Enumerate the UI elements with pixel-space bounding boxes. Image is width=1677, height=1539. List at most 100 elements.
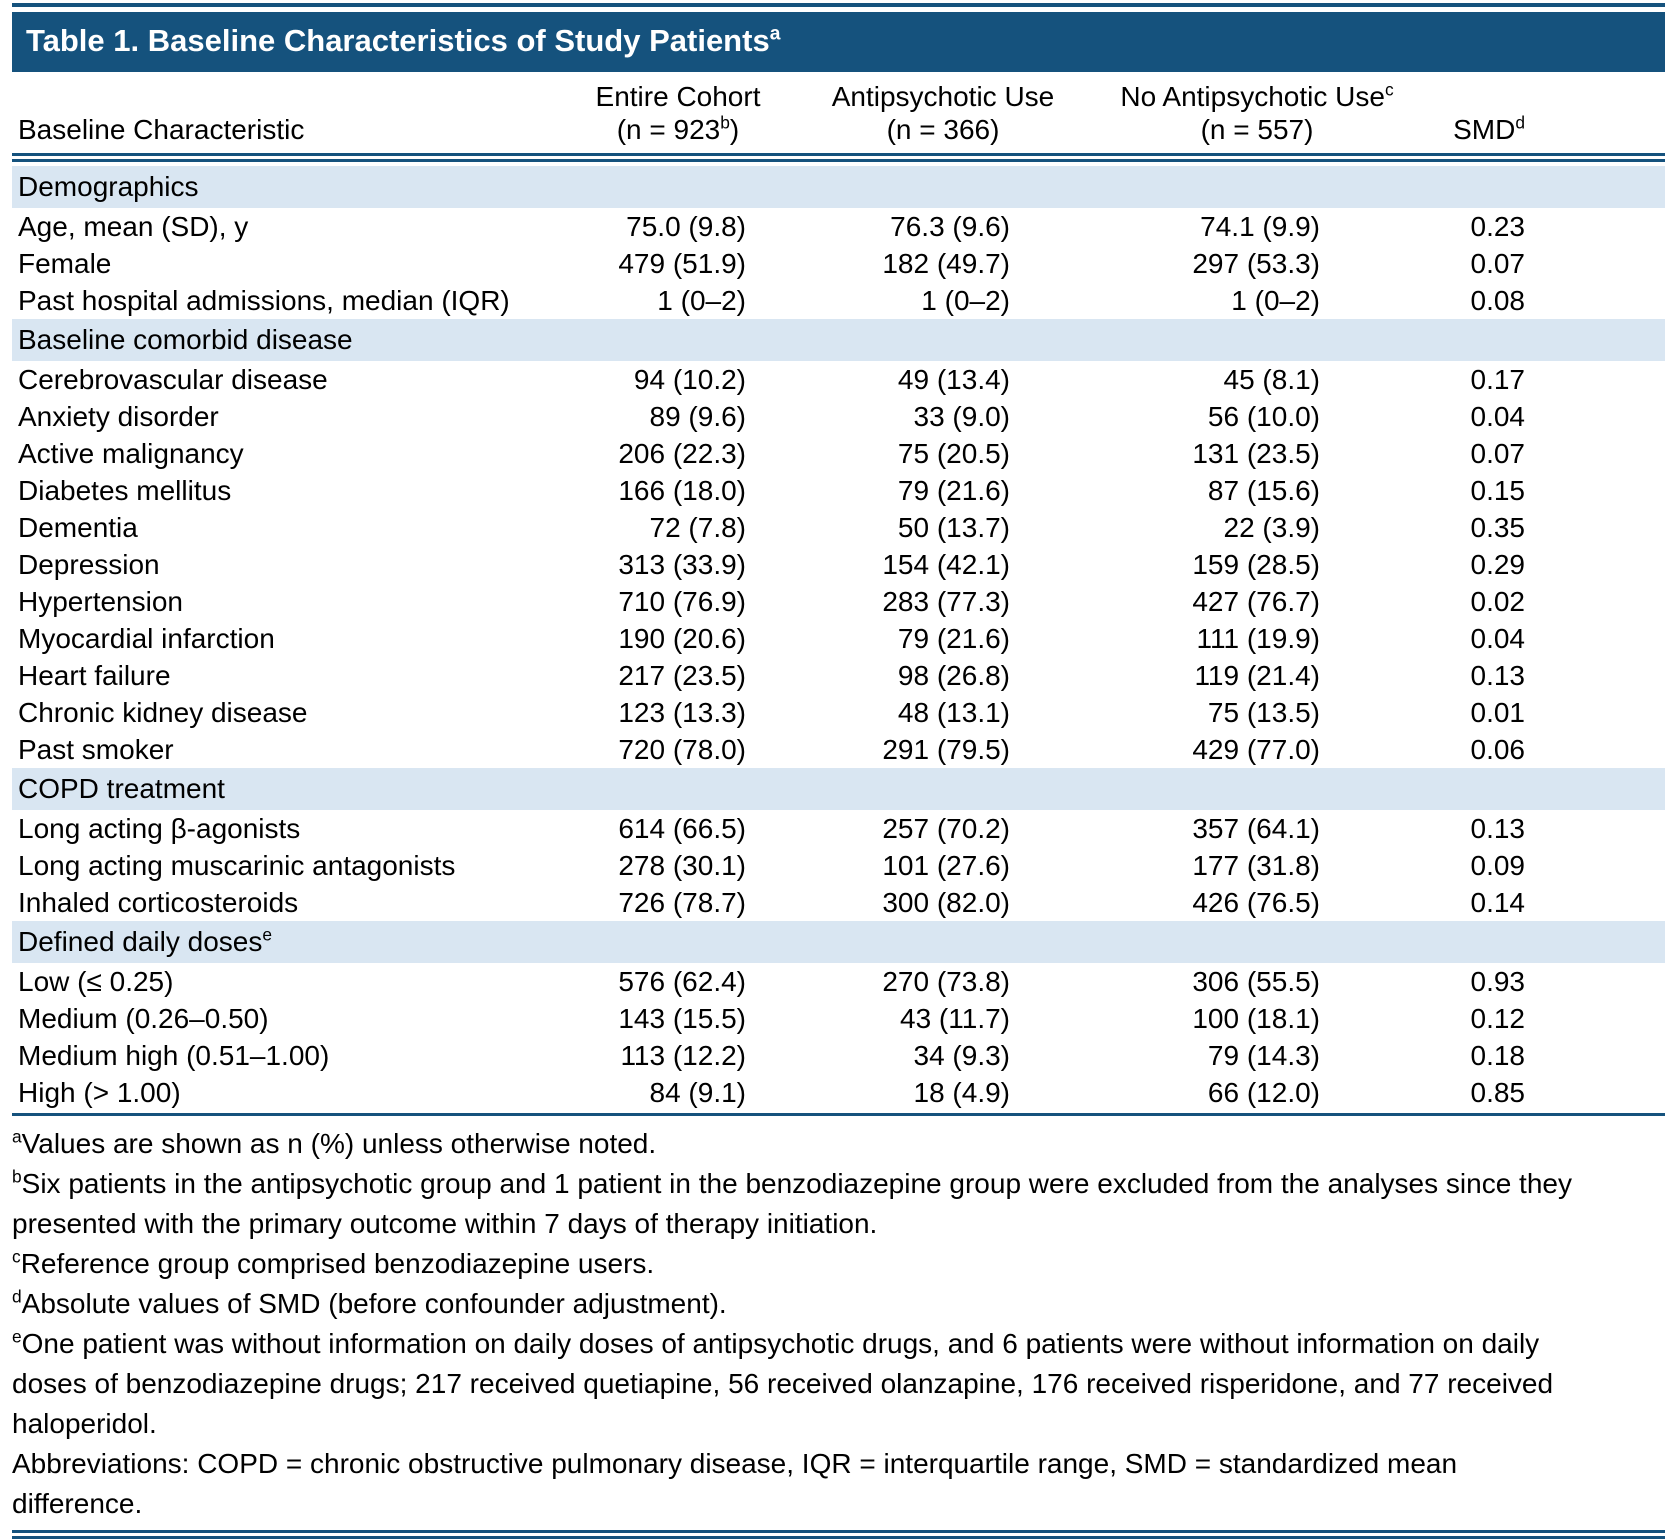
header-divider-double-rule — [12, 153, 1665, 162]
col-header-text: No Antipsychotic Use — [1120, 81, 1385, 112]
smd-cell: 0.02 — [1470, 586, 1526, 617]
table-row: Female 479 (51.9) 182 (49.7) 297 (53.3) 0.07 — [12, 245, 1665, 282]
smd-cell: 0.04 — [1470, 401, 1526, 432]
section-header-demographics: Demographics — [12, 166, 1665, 208]
entire-cohort-cell: 143 (15.5) — [618, 1003, 746, 1034]
table-row: Heart failure 217 (23.5) 98 (26.8) 119 (21.… — [12, 657, 1665, 694]
no-antipsychotic-use-cell: 297 (53.3) — [1192, 248, 1320, 279]
no-antipsychotic-use-cell: 177 (31.8) — [1192, 850, 1320, 881]
entire-cohort-cell: 72 (7.8) — [649, 512, 747, 543]
footnote-abbreviations: Abbreviations: COPD = chronic obstructiv… — [12, 1444, 1572, 1524]
column-header-row: Baseline Characteristic Entire Cohort (n… — [12, 72, 1665, 153]
col-header-line1: Antipsychotic Use — [832, 80, 1055, 113]
footnote-marker: d — [12, 1286, 22, 1307]
row-label: Active malignancy — [18, 438, 244, 469]
smd-cell: 0.35 — [1470, 512, 1526, 543]
superscript-marker: d — [1515, 112, 1525, 133]
table-row: Cerebrovascular disease 94 (10.2) 49 (13.4… — [12, 361, 1665, 398]
table-row: Hypertension 710 (76.9) 283 (77.3) 427 (76.… — [12, 583, 1665, 620]
rule-line — [12, 1530, 1665, 1533]
entire-cohort-cell: 720 (78.0) — [618, 734, 746, 765]
col-header-text: (n = 366) — [886, 114, 1000, 145]
baseline-characteristics-table: Table 1. Baseline Characteristics of Stu… — [0, 3, 1677, 1539]
footnote-divider-rule — [12, 1113, 1665, 1116]
row-label: Medium (0.26–0.50) — [18, 1003, 269, 1034]
col-header-text: Baseline Characteristic — [18, 114, 305, 145]
antipsychotic-use-cell: 154 (42.1) — [882, 549, 1010, 580]
row-label: Past hospital admissions, median (IQR) — [18, 285, 510, 316]
footnote-e: eOne patient was without information on … — [12, 1324, 1572, 1444]
table-row: Medium (0.26–0.50) 143 (15.5) 43 (11.7) 100… — [12, 1000, 1665, 1037]
no-antipsychotic-use-cell: 111 (19.9) — [1196, 623, 1320, 654]
col-header-line1: No Antipsychotic Usec — [1120, 80, 1393, 113]
table-row: Chronic kidney disease 123 (13.3) 48 (13.1… — [12, 694, 1665, 731]
smd-cell: 0.93 — [1470, 966, 1526, 997]
entire-cohort-cell: 313 (33.9) — [618, 549, 746, 580]
table-row: Long acting muscarinic antagonists 278 (3… — [12, 847, 1665, 884]
entire-cohort-cell: 206 (22.3) — [618, 438, 746, 469]
entire-cohort-cell: 479 (51.9) — [618, 248, 746, 279]
entire-cohort-cell: 217 (23.5) — [618, 660, 746, 691]
col-header-smd: SMDd — [1390, 113, 1665, 146]
table-row: Inhaled corticosteroids 726 (78.7) 300 (82… — [12, 884, 1665, 921]
section-header-defined-daily-doses: Defined daily dosese — [12, 921, 1665, 963]
row-label: Age, mean (SD), y — [18, 211, 249, 242]
smd-cell: 0.08 — [1470, 285, 1526, 316]
row-label: Depression — [18, 549, 160, 580]
smd-cell: 0.18 — [1470, 1040, 1526, 1071]
antipsychotic-use-cell: 257 (70.2) — [882, 813, 1010, 844]
table-row: Diabetes mellitus 166 (18.0) 79 (21.6) 87 (… — [12, 472, 1665, 509]
table-row: Long acting β-agonists 614 (66.5) 257 (70.… — [12, 810, 1665, 847]
footnote-text: Values are shown as n (%) unless otherwi… — [21, 1128, 657, 1159]
col-header-line2: (n = 923b) — [617, 113, 740, 146]
no-antipsychotic-use-cell: 87 (15.6) — [1207, 475, 1320, 506]
superscript-marker: e — [262, 924, 273, 945]
col-header-text: (n = 557) — [1200, 114, 1314, 145]
entire-cohort-cell: 614 (66.5) — [618, 813, 746, 844]
entire-cohort-cell: 94 (10.2) — [633, 364, 746, 395]
entire-cohort-cell: 166 (18.0) — [618, 475, 746, 506]
antipsychotic-use-cell: 270 (73.8) — [882, 966, 1010, 997]
entire-cohort-cell: 84 (9.1) — [649, 1077, 747, 1108]
smd-cell: 0.29 — [1470, 549, 1526, 580]
entire-cohort-cell: 710 (76.9) — [618, 586, 746, 617]
table-row: Low (≤ 0.25) 576 (62.4) 270 (73.8) 306 (55.… — [12, 963, 1665, 1000]
smd-cell: 0.06 — [1470, 734, 1526, 765]
table-row: Depression 313 (33.9) 154 (42.1) 159 (28.5)… — [12, 546, 1665, 583]
no-antipsychotic-use-cell: 426 (76.5) — [1192, 887, 1320, 918]
row-label: Inhaled corticosteroids — [18, 887, 299, 918]
row-label: Anxiety disorder — [18, 401, 219, 432]
col-header-text: Antipsychotic Use — [831, 81, 1055, 112]
table-row: Active malignancy 206 (22.3) 75 (20.5) 131 … — [12, 435, 1665, 472]
antipsychotic-use-cell: 48 (13.1) — [897, 697, 1010, 728]
footnote-marker: c — [12, 1246, 21, 1267]
no-antipsychotic-use-cell: 74.1 (9.9) — [1200, 211, 1320, 242]
antipsychotic-use-cell: 101 (27.6) — [882, 850, 1010, 881]
col-header-text-end: ) — [729, 114, 740, 145]
no-antipsychotic-use-cell: 1 (0–2) — [1231, 285, 1320, 316]
smd-cell: 0.09 — [1470, 850, 1526, 881]
smd-cell: 0.04 — [1470, 623, 1526, 654]
table-row: Medium high (0.51–1.00) 113 (12.2) 34 (9.3… — [12, 1037, 1665, 1074]
footnote-text: One patient was without information on d… — [12, 1328, 1554, 1439]
section-header-label: Demographics — [18, 171, 199, 202]
footnote-text: Abbreviations: COPD = chronic obstructiv… — [12, 1448, 1458, 1519]
no-antipsychotic-use-cell: 131 (23.5) — [1192, 438, 1320, 469]
no-antipsychotic-use-cell: 66 (12.0) — [1207, 1077, 1320, 1108]
table-body: Demographics Age, mean (SD), y 75.0 (9.8) 7… — [12, 166, 1665, 1111]
row-label: Hypertension — [18, 586, 183, 617]
no-antipsychotic-use-cell: 45 (8.1) — [1223, 364, 1321, 395]
section-header-label: Baseline comorbid disease — [18, 324, 353, 355]
col-header-no-antipsychotic-use: No Antipsychotic Usec (n = 557) — [1120, 80, 1393, 146]
bottom-double-rule — [12, 1530, 1665, 1539]
row-label: Chronic kidney disease — [18, 697, 308, 728]
footnote-marker: a — [12, 1126, 22, 1147]
superscript-marker: c — [1384, 79, 1394, 100]
entire-cohort-cell: 278 (30.1) — [618, 850, 746, 881]
row-label: High (> 1.00) — [18, 1077, 181, 1108]
smd-cell: 0.12 — [1470, 1003, 1526, 1034]
antipsychotic-use-cell: 33 (9.0) — [913, 401, 1011, 432]
entire-cohort-cell: 576 (62.4) — [618, 966, 746, 997]
section-header-label: Defined daily doses — [18, 926, 263, 957]
no-antipsychotic-use-cell: 119 (21.4) — [1194, 660, 1320, 691]
